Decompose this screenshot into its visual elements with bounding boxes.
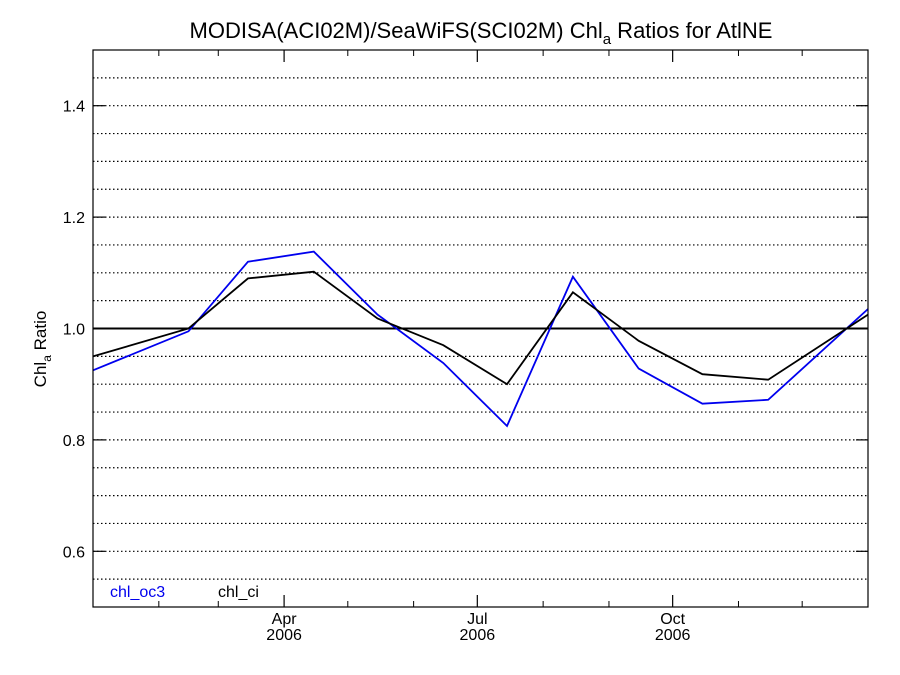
x-tick-label-year: 2006 [266,627,302,644]
x-tick-label-month: Jul [467,611,487,628]
x-tick-label-year: 2006 [655,627,691,644]
x-tick-label-month: Oct [660,611,685,628]
chart-title: MODISA(ACI02M)/SeaWiFS(SCI02M) Chla Rati… [190,18,773,48]
x-tick-label-year: 2006 [460,627,496,644]
y-tick-label: 1.4 [63,99,85,116]
y-tick-label: 1.0 [63,322,85,339]
y-tick-label: 1.2 [63,210,85,227]
legend: chl_oc3 chl_ci [110,584,259,601]
x-tick-label-month: Apr [272,611,298,628]
series-line-chl_oc3 [92,250,869,428]
y-tick-label: 0.8 [63,433,85,450]
y-tick-label: 0.6 [63,544,85,561]
y-axis-label: Chla Ratio [31,311,54,388]
series-lines [92,250,869,428]
series-line-chl_ci [92,270,869,386]
legend-entry-chl_oc3: chl_oc3 [110,584,165,601]
legend-entry-chl_ci: chl_ci [218,584,259,601]
